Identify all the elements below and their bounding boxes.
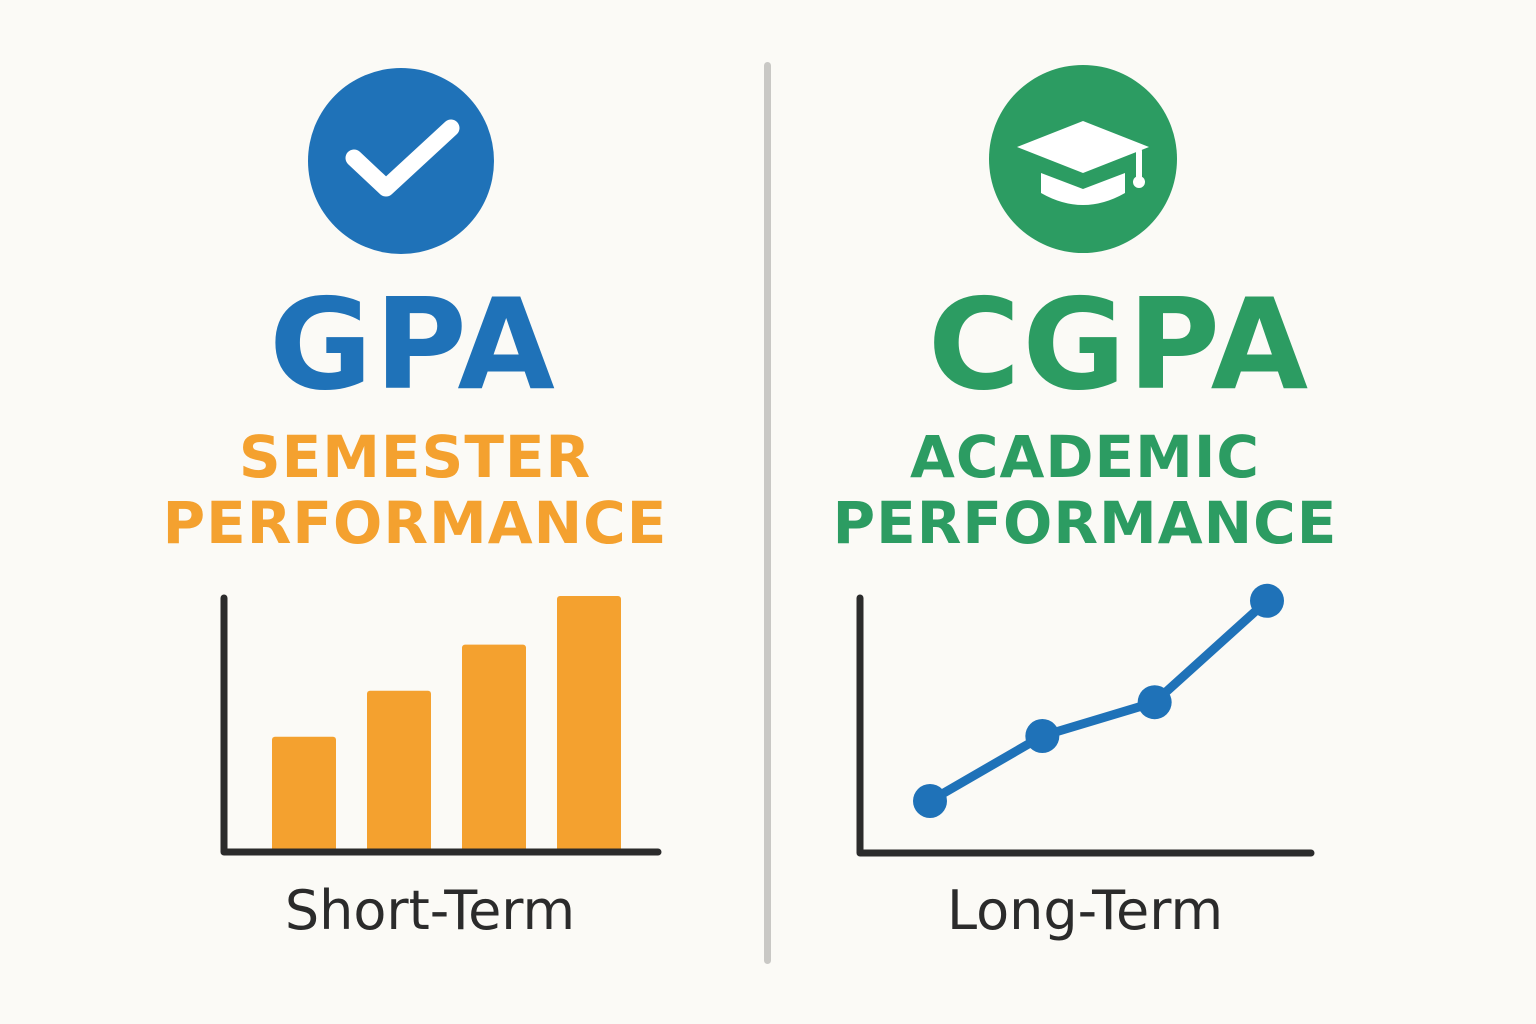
gpa-panel: GPA SEMESTER PERFORMANCE Short-Term bbox=[163, 68, 666, 942]
cgpa-chart-axes bbox=[856, 594, 1315, 857]
cgpa-subtitle: ACADEMIC PERFORMANCE bbox=[735, 424, 1435, 556]
gpa-subtitle-line2: PERFORMANCE bbox=[162, 489, 668, 557]
gpa-bar-chart bbox=[220, 594, 662, 856]
gpa-caption: Short-Term bbox=[284, 879, 576, 942]
cgpa-point-1 bbox=[913, 784, 947, 818]
cgpa-subtitle-line1: ACADEMIC bbox=[910, 423, 1260, 491]
gpa-subtitle: SEMESTER PERFORMANCE bbox=[0, 424, 830, 556]
graduation-cap-icon bbox=[989, 65, 1177, 253]
gpa-bar-3 bbox=[462, 644, 526, 852]
gpa-subtitle-line1: SEMESTER bbox=[238, 423, 592, 491]
cgpa-point-3 bbox=[1137, 685, 1172, 720]
cgpa-point-4 bbox=[1250, 583, 1284, 618]
center-divider bbox=[764, 62, 771, 964]
gpa-bar-4 bbox=[557, 596, 621, 852]
cgpa-subtitle-line2: PERFORMANCE bbox=[832, 489, 1338, 557]
gpa-icon-circle bbox=[308, 68, 494, 254]
cgpa-point-2 bbox=[1025, 719, 1060, 753]
cgpa-line-chart bbox=[856, 583, 1315, 857]
cgpa-panel: CGPA ACADEMIC PERFORMANCE Long-Term bbox=[768, 0, 1536, 1024]
cgpa-icon-circle bbox=[989, 65, 1177, 253]
cgpa-caption: Long-Term bbox=[946, 879, 1224, 942]
checkmark-icon bbox=[308, 68, 494, 254]
gpa-bar-1 bbox=[272, 736, 336, 852]
cgpa-trend-line bbox=[925, 596, 1272, 806]
cgpa-title: CGPA bbox=[927, 271, 1311, 418]
gpa-title: GPA bbox=[269, 271, 557, 418]
gpa-chart-axes bbox=[220, 594, 662, 856]
gpa-bar-2 bbox=[367, 690, 431, 852]
